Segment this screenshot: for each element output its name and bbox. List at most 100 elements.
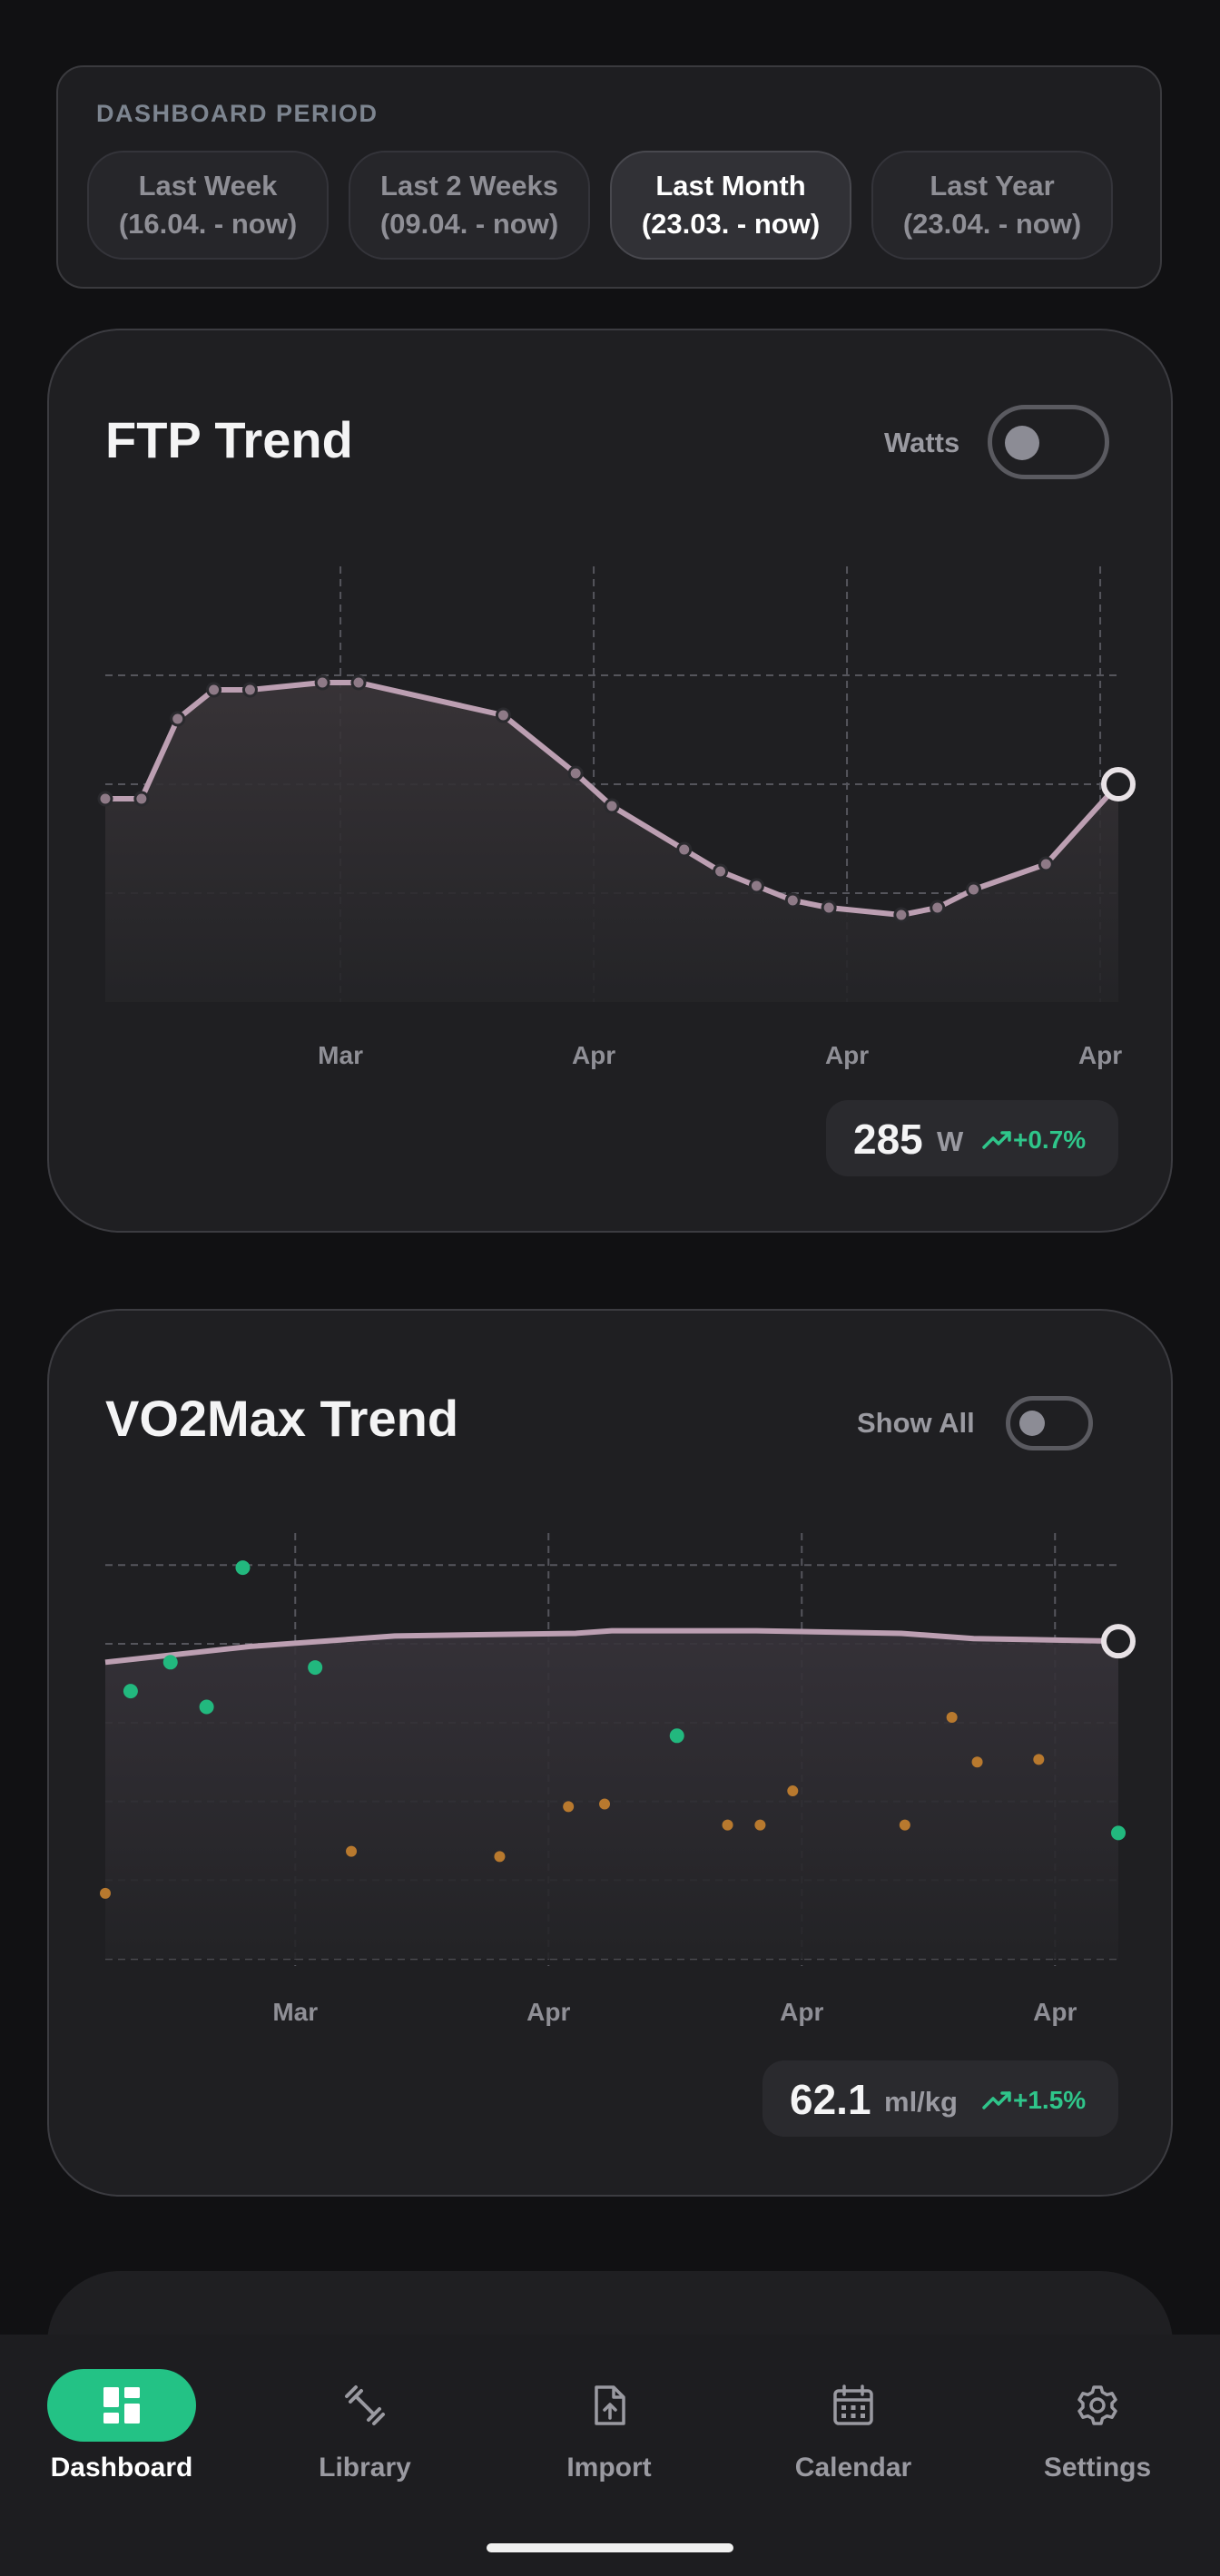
ftp-value-chip: 285 W +0.7%: [826, 1100, 1118, 1176]
period-last-month-button[interactable]: Last Month (23.03. - now): [610, 151, 851, 260]
show-all-toggle-label: Show All: [857, 1407, 975, 1439]
vo2max-other-point: [100, 1887, 111, 1899]
ftp-data-point: [567, 765, 584, 782]
ftp-unit: W: [937, 1126, 964, 1157]
ftp-data-point: [930, 900, 946, 916]
vo2max-other-point: [494, 1851, 506, 1863]
trending-up-icon: [982, 2091, 1011, 2109]
dashboard-period-panel: DASHBOARD PERIOD Last Week (16.04. - now…: [56, 65, 1162, 289]
nav-library[interactable]: Library: [243, 2335, 487, 2516]
toggle-knob: [1019, 1411, 1045, 1436]
ftp-data-point: [676, 841, 693, 858]
nav-import[interactable]: Import: [487, 2335, 731, 2516]
ftp-x-tick-label: Apr: [1078, 1041, 1122, 1069]
vo2max-other-point: [899, 1819, 910, 1831]
ftp-data-point: [133, 791, 150, 807]
vo2max-estimate-point: [123, 1684, 138, 1699]
vo2max-other-point: [754, 1819, 766, 1831]
ftp-data-point: [495, 707, 511, 723]
period-option-range: (23.03. - now): [641, 208, 821, 240]
ftp-x-tick-label: Mar: [318, 1041, 363, 1069]
ftp-data-point: [350, 674, 367, 691]
ftp-data-point: [784, 892, 801, 909]
home-indicator: [487, 2543, 733, 2552]
period-option-title: Last Week: [138, 170, 278, 202]
period-last-week-button[interactable]: Last Week (16.04. - now): [87, 151, 329, 260]
toggle-knob: [1005, 426, 1039, 460]
vo2max-other-point: [1033, 1754, 1045, 1765]
bottom-navigation: Dashboard Library Import: [0, 2335, 1220, 2576]
ftp-data-point: [170, 711, 186, 727]
watts-toggle-label: Watts: [884, 427, 960, 458]
vo2max-estimate-point: [235, 1560, 251, 1576]
nav-label: Dashboard: [50, 2453, 193, 2483]
calendar-icon: [833, 2384, 873, 2425]
nav-label: Calendar: [794, 2453, 912, 2483]
ftp-x-tick-label: Apr: [825, 1041, 869, 1069]
nav-active-indicator: [47, 2369, 196, 2442]
vo2max-estimate-point: [1111, 1825, 1126, 1841]
vo2max-trend-card: VO2Max Trend Show All Mar Apr Apr Apr 62.1 …: [47, 1309, 1173, 2197]
watts-toggle[interactable]: [988, 405, 1109, 479]
ftp-change: +0.7%: [1013, 1126, 1087, 1154]
nav-settings[interactable]: Settings: [976, 2335, 1219, 2516]
dashboard-icon: [103, 2387, 140, 2424]
vo2max-area-fill: [105, 1630, 1118, 1960]
ftp-x-tick-label: Apr: [572, 1041, 615, 1069]
gear-icon: [1077, 2385, 1117, 2425]
vo2max-latest-point: [1101, 1624, 1136, 1659]
ftp-data-point: [748, 878, 764, 894]
vo2max-other-point: [971, 1756, 983, 1768]
nav-dashboard[interactable]: Dashboard: [0, 2335, 243, 2516]
ftp-trend-chart: Mar Apr Apr Apr: [97, 566, 1136, 1069]
vo2max-trend-chart: Mar Apr Apr Apr: [100, 1533, 1136, 2026]
period-option-range: (16.04. - now): [118, 208, 298, 240]
trending-up-icon: [982, 1131, 1011, 1149]
vo2max-unit: ml/kg: [884, 2086, 958, 2118]
vo2max-value-chip: 62.1 ml/kg +1.5%: [762, 2060, 1118, 2137]
vo2max-estimate-point: [669, 1728, 684, 1744]
nav-label: Settings: [1043, 2453, 1152, 2483]
ftp-data-point: [206, 682, 222, 698]
ftp-trend-card: FTP Trend Watts Mar Apr Apr Apr 285 W +0.7%: [47, 329, 1173, 1233]
ftp-data-point: [314, 674, 330, 691]
ftp-value: 285: [853, 1116, 923, 1163]
period-option-range: (09.04. - now): [379, 208, 559, 240]
ftp-data-point: [604, 798, 620, 814]
ftp-area-fill: [105, 683, 1118, 1002]
ftp-card-title: FTP Trend: [105, 411, 353, 468]
dumbbell-icon: [345, 2385, 385, 2425]
vo2max-value: 62.1: [790, 2076, 871, 2123]
show-all-toggle[interactable]: [1006, 1396, 1093, 1450]
nav-label: Import: [566, 2453, 652, 2483]
vo2max-card-title: VO2Max Trend: [105, 1390, 459, 1447]
file-upload-icon: [595, 2385, 625, 2425]
vo2max-other-point: [946, 1712, 958, 1724]
vo2max-other-point: [346, 1845, 358, 1857]
period-last-year-button[interactable]: Last Year (23.04. - now): [871, 151, 1113, 260]
ftp-data-point: [893, 907, 910, 923]
ftp-data-point: [241, 682, 258, 698]
ftp-data-point: [97, 791, 113, 807]
nav-calendar[interactable]: Calendar: [732, 2335, 975, 2516]
vo2max-other-point: [599, 1798, 611, 1810]
vo2max-trend-line: [104, 1627, 1119, 1666]
ftp-data-point: [1038, 856, 1054, 872]
ftp-data-point: [966, 881, 982, 898]
vo2max-other-point: [787, 1785, 799, 1797]
vo2max-x-tick-label: Mar: [272, 1998, 318, 2026]
period-option-title: Last Month: [655, 170, 806, 202]
vo2max-x-tick-label: Apr: [526, 1998, 570, 2026]
period-option-title: Last 2 Weeks: [380, 170, 558, 202]
vo2max-change: +1.5%: [1013, 2086, 1087, 2114]
ftp-data-point: [713, 863, 729, 880]
vo2max-other-point: [563, 1801, 575, 1813]
ftp-latest-point: [1101, 767, 1136, 801]
vo2max-other-point: [722, 1819, 733, 1831]
period-last-2-weeks-button[interactable]: Last 2 Weeks (09.04. - now): [349, 151, 590, 260]
vo2max-estimate-point: [199, 1699, 214, 1715]
vo2max-x-tick-label: Apr: [1033, 1998, 1077, 2026]
vo2max-estimate-point: [308, 1660, 323, 1676]
ftp-data-point: [821, 900, 837, 916]
vo2max-estimate-point: [162, 1655, 178, 1670]
